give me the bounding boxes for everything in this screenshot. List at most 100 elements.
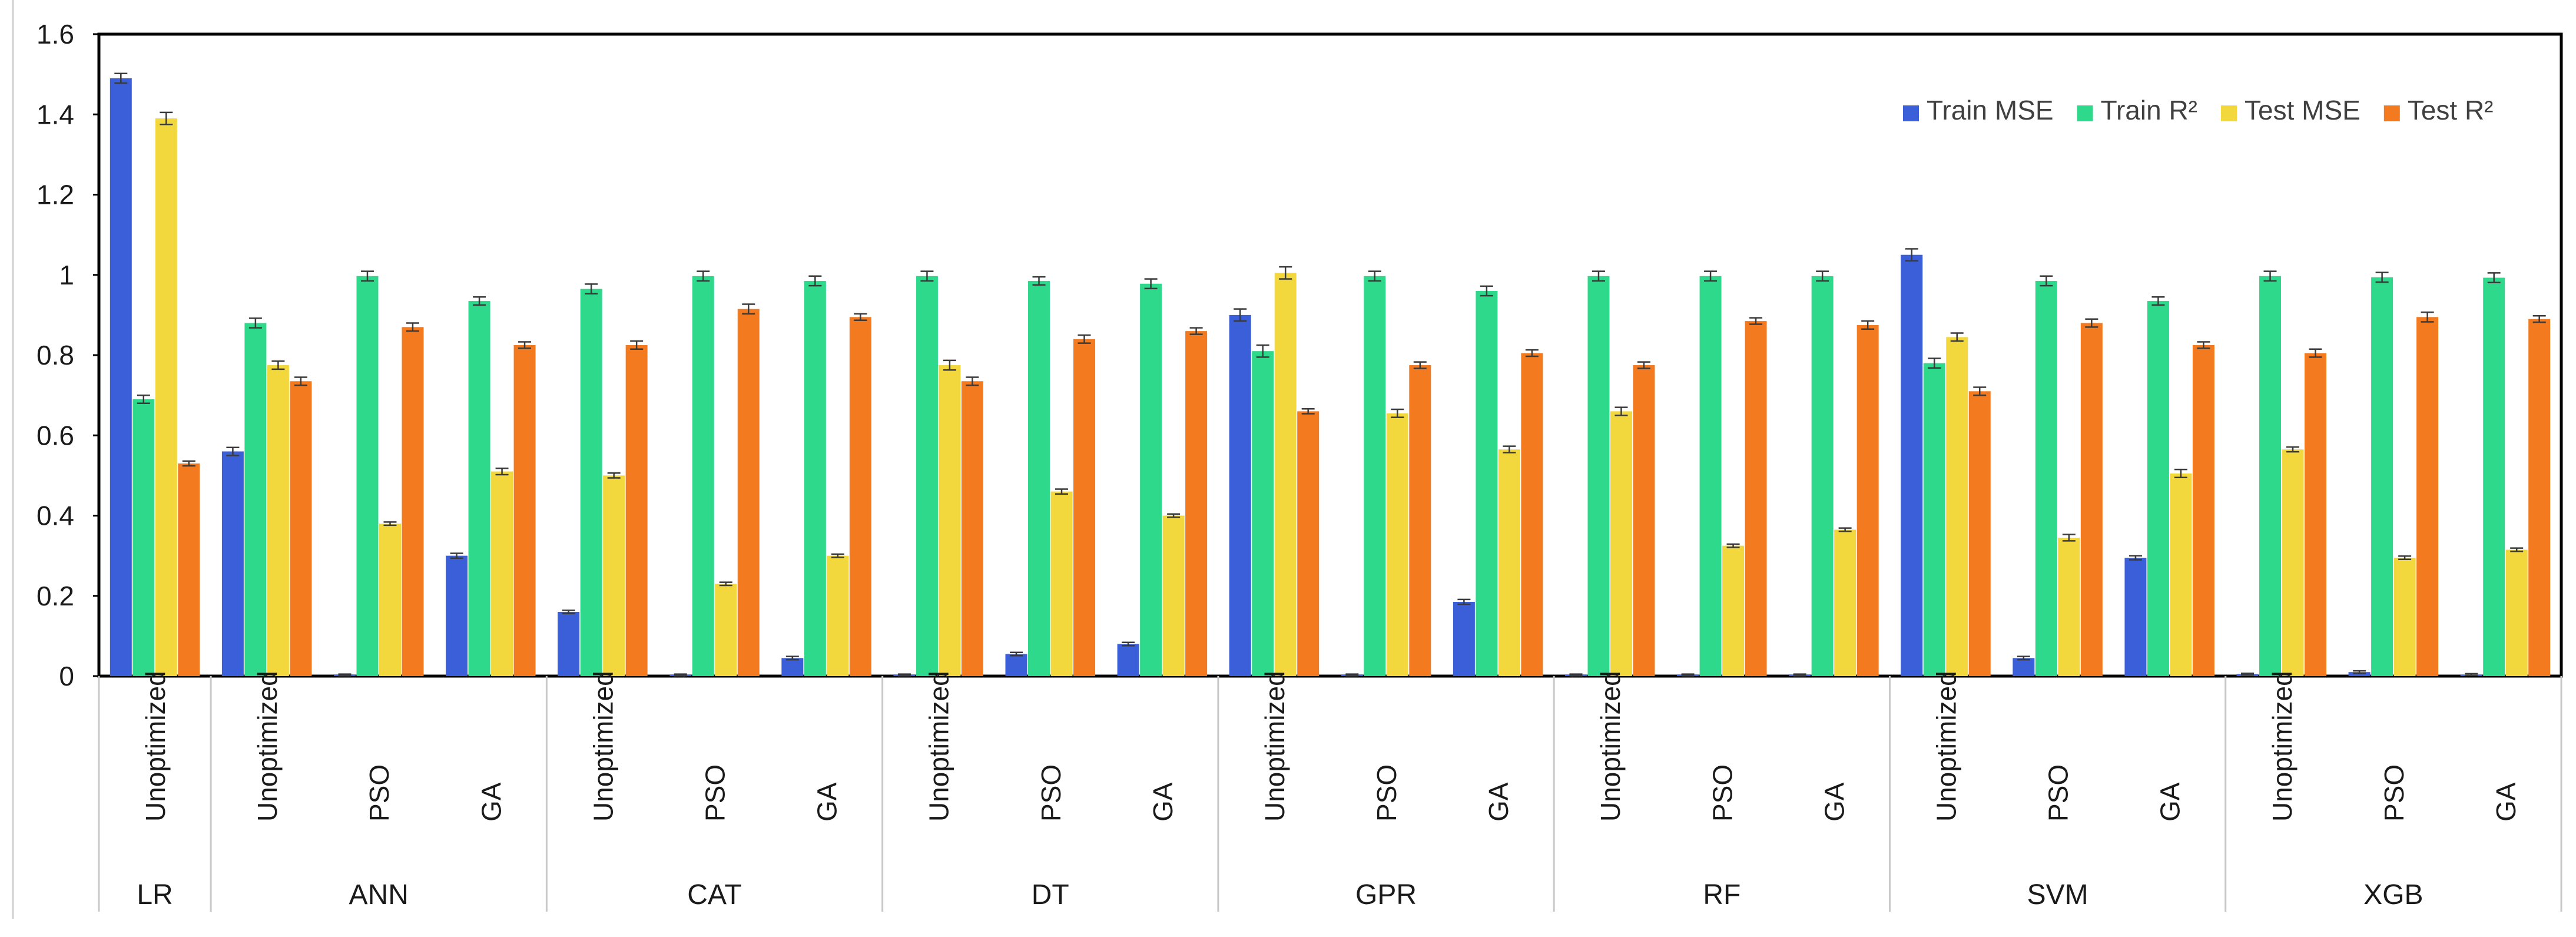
- bar: [1252, 351, 1274, 676]
- bars-layer: [110, 78, 2551, 676]
- bar: [2124, 558, 2147, 676]
- bar: [1722, 545, 1745, 676]
- bar: [2528, 319, 2551, 676]
- bar: [290, 381, 312, 676]
- category-label: GA: [1483, 782, 1514, 822]
- bar: [513, 345, 536, 676]
- bar: [402, 327, 424, 676]
- bar: [1050, 491, 1073, 676]
- bar: [827, 555, 849, 676]
- group-label: XGB: [2363, 879, 2423, 910]
- bar: [2013, 658, 2035, 676]
- bar: [2348, 672, 2371, 676]
- bar: [1521, 353, 1543, 676]
- category-label: Unoptimized: [924, 671, 954, 822]
- bar: [2305, 353, 2327, 676]
- bar: [178, 463, 200, 676]
- bar: [1274, 273, 1297, 676]
- legend-label: Test MSE: [2245, 95, 2360, 125]
- bar: [1409, 365, 1431, 676]
- bar: [1162, 515, 1185, 676]
- group-label: SVM: [2027, 879, 2088, 910]
- category-label: PSO: [1707, 764, 1738, 822]
- category-label: PSO: [2379, 764, 2409, 822]
- bar: [558, 612, 580, 676]
- group-label: CAT: [687, 879, 741, 910]
- bar: [1297, 411, 1320, 676]
- group-label: GPR: [1355, 879, 1417, 910]
- category-label: GA: [1148, 782, 1178, 822]
- bar: [1073, 339, 1096, 676]
- bar: [110, 78, 132, 676]
- y-tick-label: 1.2: [37, 180, 74, 210]
- bar: [1699, 276, 1722, 676]
- group-label: LR: [137, 879, 173, 910]
- bar: [1498, 449, 1520, 676]
- bar: [244, 323, 267, 676]
- y-tick-label: 0.4: [37, 501, 74, 531]
- bar: [1117, 644, 1139, 676]
- category-label: GA: [476, 782, 506, 822]
- bar: [1364, 276, 1386, 676]
- x-labels-layer: Unoptimized Unoptimized PSO GA Unoptimized PS…: [98, 671, 2562, 912]
- error-bars-layer: [114, 72, 2546, 677]
- bar: [1856, 325, 1879, 676]
- legend-swatch: [2077, 105, 2093, 121]
- bar: [491, 471, 513, 676]
- bar: [221, 451, 244, 676]
- y-tick-label: 1: [59, 260, 74, 290]
- bar: [1587, 276, 1610, 676]
- bar: [2393, 558, 2416, 676]
- bar: [1386, 413, 1408, 676]
- bar: [1811, 276, 1834, 676]
- y-tick-label: 0: [59, 661, 74, 691]
- legend-label: Test R²: [2408, 95, 2494, 125]
- bar: [2170, 473, 2192, 676]
- bar: [379, 524, 401, 676]
- bar: [1185, 331, 1208, 676]
- bar: [2147, 301, 2169, 676]
- y-tick-label: 0.6: [37, 420, 74, 451]
- legend-label: Train MSE: [1927, 95, 2054, 125]
- bar: [715, 584, 737, 676]
- y-tick-label: 1.4: [37, 99, 74, 130]
- category-label: PSO: [1036, 764, 1066, 822]
- category-label: Unoptimized: [252, 671, 283, 822]
- bar: [1745, 321, 1767, 676]
- bar: [1610, 411, 1632, 676]
- y-tick-label: 1.6: [37, 19, 74, 49]
- plot-frame: [97, 32, 2563, 678]
- bar: [603, 475, 625, 676]
- group-label: RF: [1703, 879, 1740, 910]
- legend-swatch: [2383, 105, 2400, 121]
- bar: [1028, 280, 1050, 676]
- bar: [1923, 363, 1945, 676]
- bar: [2035, 280, 2057, 676]
- bar: [804, 280, 826, 676]
- category-label: Unoptimized: [2267, 671, 2297, 822]
- axes-layer: 0 0.2 0.4 0.6 0.8 1 1.2 1.4 1.6: [12, 0, 2563, 919]
- bar: [692, 276, 714, 676]
- bar: [1229, 314, 1251, 676]
- category-label: GA: [2491, 782, 2521, 822]
- bar: [916, 276, 938, 676]
- bar: [1453, 601, 1475, 676]
- bar: [1476, 291, 1498, 676]
- bar: [1140, 283, 1162, 676]
- bar: [2259, 276, 2282, 676]
- bar: [267, 365, 289, 676]
- category-label: Unoptimized: [1931, 671, 1962, 822]
- bar: [1633, 365, 1655, 676]
- legend: Train MSE Train R² Test MSE Test R²: [1903, 95, 2494, 125]
- bar: [1946, 337, 1968, 676]
- category-label: Unoptimized: [588, 671, 618, 822]
- category-label: Unoptimized: [1259, 671, 1290, 822]
- bar: [737, 309, 760, 676]
- y-tick-label: 0.2: [37, 581, 74, 611]
- legend-swatch: [2220, 105, 2237, 121]
- bar: [2192, 345, 2214, 676]
- category-label: Unoptimized: [1595, 671, 1626, 822]
- category-label: PSO: [2043, 764, 2074, 822]
- category-label: GA: [812, 782, 843, 822]
